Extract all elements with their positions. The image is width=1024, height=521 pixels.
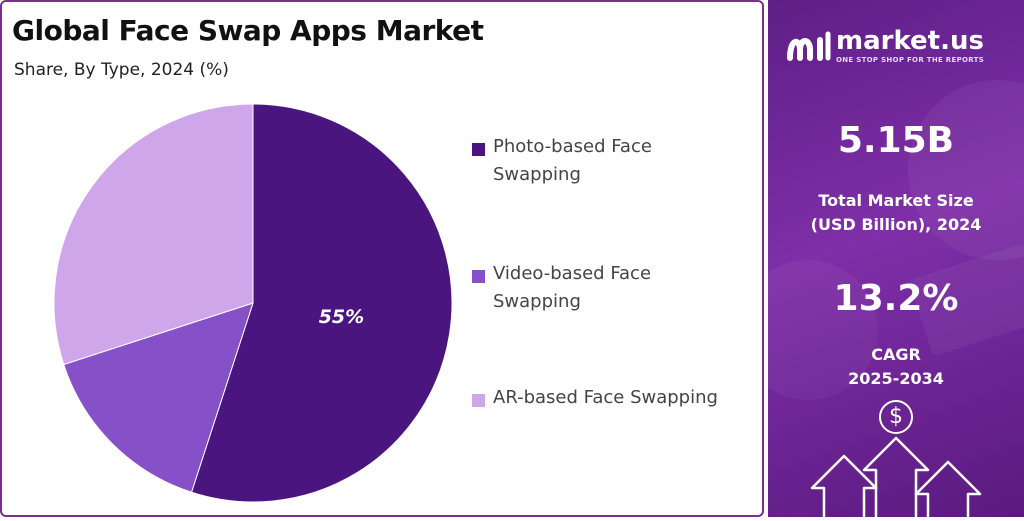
logo-mark-icon xyxy=(787,31,831,61)
cagr-label-line2: 2025-2034 xyxy=(848,369,944,388)
brand-name: market.us xyxy=(836,26,984,56)
market-us-logo: market.us ONE STOP SHOP FOR THE REPORTS xyxy=(786,28,984,64)
cagr-value: 13.2% xyxy=(833,278,959,319)
chart-panel: Global Face Swap Apps Market Share, By T… xyxy=(0,0,764,517)
legend-item-2: Video-based Face Swapping xyxy=(472,263,733,316)
legend-swatch xyxy=(472,394,485,407)
cagr-label-line1: CAGR xyxy=(871,345,921,364)
pie-chart: 55% xyxy=(53,103,453,503)
legend-item-3: AR-based Face Swapping xyxy=(472,387,783,412)
legend-label: Photo-based Face Swapping xyxy=(493,136,652,185)
legend-swatch xyxy=(472,270,485,283)
market-size-label-line2: (USD Billion), 2024 xyxy=(810,215,982,234)
legend-swatch xyxy=(472,143,485,156)
market-size-label-line1: Total Market Size xyxy=(818,191,974,210)
pie-slice-2 xyxy=(63,302,254,493)
arrow-up-icon xyxy=(862,436,930,517)
brand-tagline: ONE STOP SHOP FOR THE REPORTS xyxy=(836,56,985,64)
chart-subtitle: Share, By Type, 2024 (%) xyxy=(14,60,229,80)
pie-slice-1 xyxy=(190,103,453,503)
arrow-up-icon xyxy=(914,460,982,517)
legend-label: Video-based Face Swapping xyxy=(493,263,652,312)
legend-item-1: Photo-based Face Swapping xyxy=(472,136,733,189)
market-size-value: 5.15B xyxy=(837,120,955,161)
background-decoration xyxy=(768,80,1024,400)
pie-data-label-1: 55% xyxy=(319,306,364,328)
pie-slice-3 xyxy=(53,103,254,366)
arrow-up-icon xyxy=(810,454,878,517)
stats-panel: market.us ONE STOP SHOP FOR THE REPORTS … xyxy=(768,0,1024,517)
dollar-icon: $ xyxy=(879,400,913,434)
chart-title: Global Face Swap Apps Market xyxy=(12,14,484,47)
growth-arrows xyxy=(810,436,982,517)
legend-label: AR-based Face Swapping xyxy=(493,387,718,408)
